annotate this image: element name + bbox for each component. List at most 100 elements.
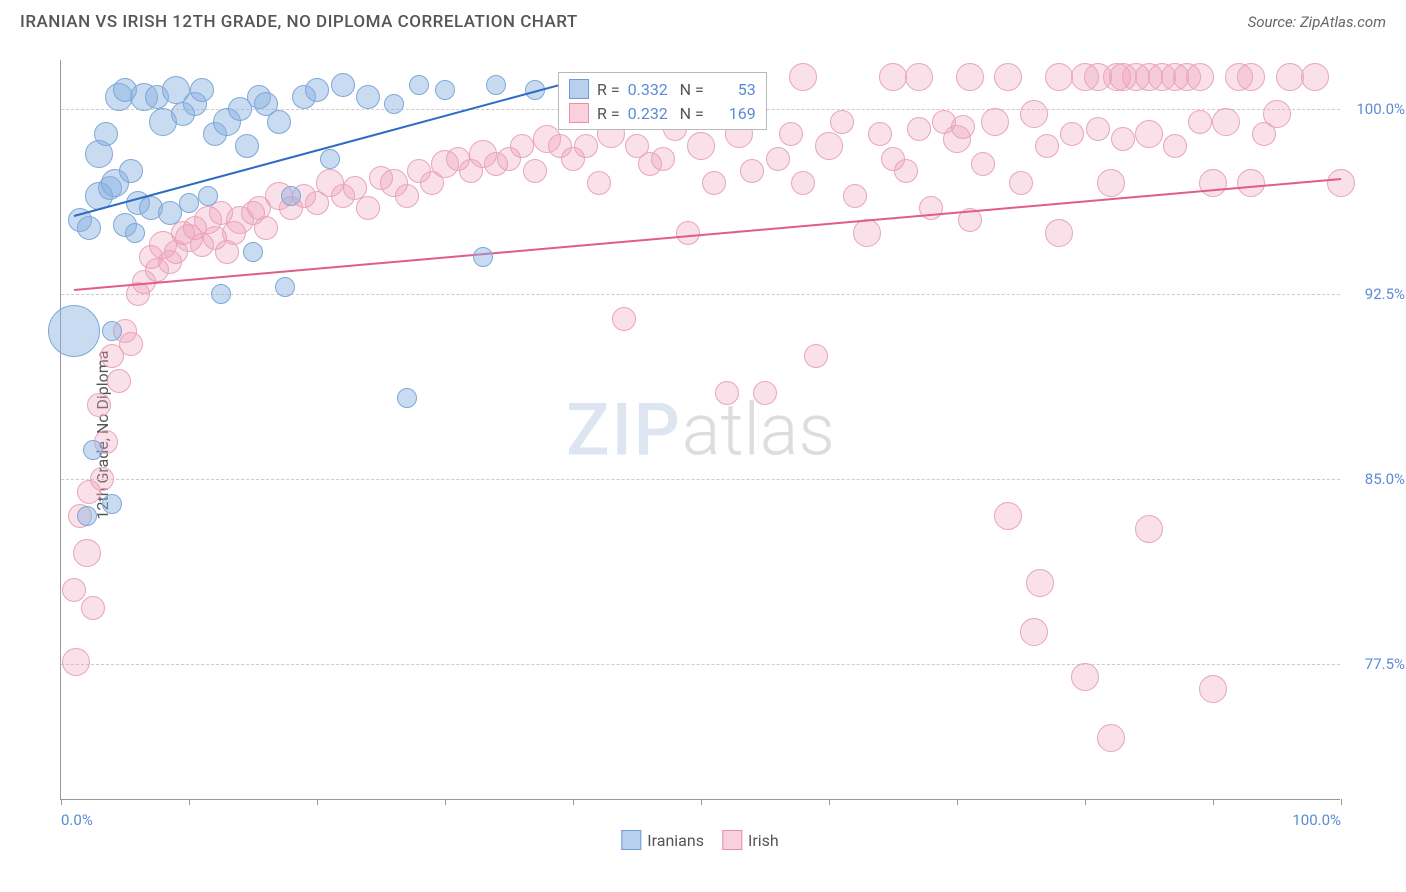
data-point-iranians (198, 186, 218, 206)
x-tick (445, 799, 446, 805)
data-point-irish (1026, 569, 1054, 597)
data-point-irish (766, 147, 790, 171)
stats-row-iranians: R = 0.332 N = 53 (569, 77, 756, 101)
data-point-irish (956, 63, 984, 91)
data-point-irish (1163, 134, 1187, 158)
data-point-irish (753, 381, 777, 405)
stats-legend: R = 0.332 N = 53 R = 0.232 N = 169 (558, 72, 767, 130)
data-point-iranians (190, 78, 214, 102)
data-point-irish (779, 122, 803, 146)
data-point-iranians (83, 440, 103, 460)
x-tick (829, 799, 830, 805)
data-point-irish (853, 219, 881, 247)
data-point-irish (971, 152, 995, 176)
data-point-irish (73, 539, 101, 567)
stats-row-irish: R = 0.232 N = 169 (569, 101, 756, 125)
data-point-iranians (356, 85, 380, 109)
data-point-irish (523, 159, 547, 183)
data-point-iranians (125, 223, 145, 243)
x-tick (317, 799, 318, 805)
data-point-irish (1086, 117, 1110, 141)
data-point-irish (1020, 100, 1048, 128)
data-point-irish (687, 132, 715, 160)
data-point-iranians (320, 149, 340, 169)
data-point-iranians (409, 75, 429, 95)
data-point-irish (740, 159, 764, 183)
data-point-iranians (235, 134, 259, 158)
plot-region: ZIPatlas R = 0.332 N = 53 R = 0.232 N = … (60, 60, 1340, 800)
data-point-irish (843, 184, 867, 208)
data-point-irish (1237, 63, 1265, 91)
data-point-irish (81, 596, 105, 620)
data-point-irish (676, 221, 700, 245)
data-point-irish (907, 117, 931, 141)
data-point-irish (789, 63, 817, 91)
y-tick-label: 77.5% (1365, 655, 1405, 673)
x-tick (189, 799, 190, 805)
data-point-iranians (119, 159, 143, 183)
x-tick (573, 799, 574, 805)
swatch-irish (569, 103, 589, 123)
data-point-iranians (211, 284, 231, 304)
data-point-irish (905, 63, 933, 91)
legend-item-iranians: Iranians (621, 830, 704, 850)
data-point-iranians (179, 193, 199, 213)
gridline (61, 479, 1340, 480)
data-point-iranians (94, 122, 118, 146)
data-point-irish (1263, 100, 1291, 128)
data-point-irish (1186, 63, 1214, 91)
data-point-iranians (473, 247, 493, 267)
data-point-irish (574, 134, 598, 158)
data-point-iranians (305, 78, 329, 102)
data-point-irish (587, 171, 611, 195)
y-tick-label: 85.0% (1365, 470, 1405, 488)
data-point-irish (1035, 134, 1059, 158)
x-tick (957, 799, 958, 805)
data-point-irish (868, 122, 892, 146)
data-point-iranians (384, 94, 404, 114)
data-point-irish (1327, 169, 1355, 197)
series-legend: Iranians Irish (621, 830, 778, 850)
data-point-irish (1237, 169, 1265, 197)
data-point-irish (395, 184, 419, 208)
data-point-irish (1301, 63, 1329, 91)
legend-item-irish: Irish (722, 830, 779, 850)
x-tick (61, 799, 62, 805)
swatch-iranians (621, 830, 641, 850)
data-point-irish (356, 196, 380, 220)
source-attribution: Source: ZipAtlas.com (1248, 13, 1386, 31)
data-point-irish (1199, 169, 1227, 197)
data-point-irish (254, 216, 278, 240)
x-tick (701, 799, 702, 805)
data-point-iranians (77, 506, 97, 526)
gridline (61, 664, 1340, 665)
data-point-irish (87, 393, 111, 417)
y-tick-label: 100.0% (1356, 100, 1405, 118)
data-point-irish (1097, 724, 1125, 752)
data-point-iranians (243, 242, 263, 262)
swatch-irish (722, 830, 742, 850)
data-point-iranians (267, 110, 291, 134)
data-point-irish (62, 578, 86, 602)
data-point-irish (1135, 120, 1163, 148)
data-point-irish (1020, 618, 1048, 646)
data-point-irish (830, 110, 854, 134)
data-point-irish (702, 171, 726, 195)
data-point-iranians (102, 321, 122, 341)
data-point-irish (1045, 63, 1073, 91)
y-tick-label: 92.5% (1365, 285, 1405, 303)
data-point-iranians (331, 73, 355, 97)
data-point-irish (1276, 63, 1304, 91)
data-point-irish (1188, 110, 1212, 134)
watermark: ZIPatlas (566, 387, 835, 472)
chart-area: 12th Grade, No Diploma ZIPatlas R = 0.33… (60, 50, 1340, 820)
data-point-irish (1199, 675, 1227, 703)
data-point-irish (1212, 108, 1240, 136)
x-tick-label: 0.0% (61, 811, 93, 829)
data-point-iranians (281, 186, 301, 206)
data-point-irish (1097, 169, 1125, 197)
data-point-iranians (48, 305, 100, 357)
data-point-irish (1045, 219, 1073, 247)
data-point-irish (879, 63, 907, 91)
data-point-irish (90, 467, 114, 491)
